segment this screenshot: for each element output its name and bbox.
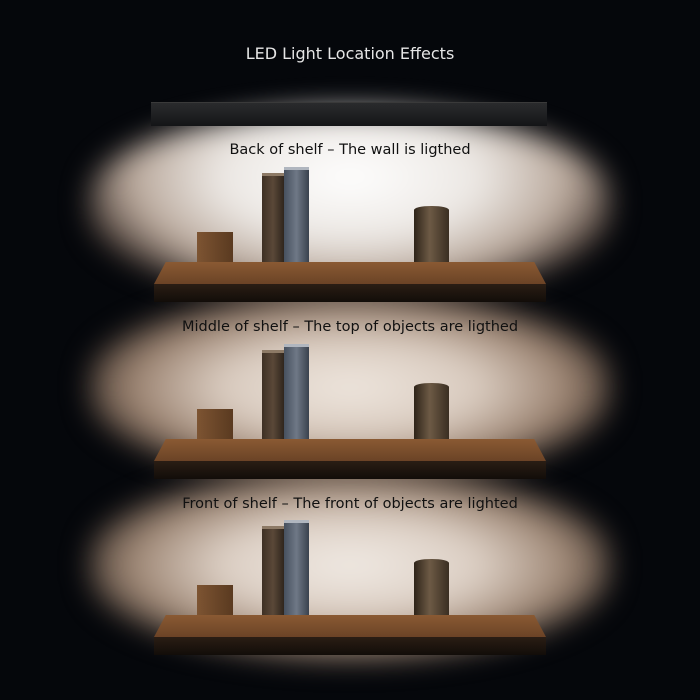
shelf-front — [154, 615, 546, 655]
book-brown — [262, 526, 284, 628]
book-brown — [262, 173, 284, 275]
shelf-middle — [154, 439, 546, 479]
caption-middle: Middle of shelf – The top of objects are… — [181, 319, 519, 335]
book-brown — [262, 350, 284, 452]
book-blue — [284, 167, 309, 275]
shelf-back — [154, 262, 546, 302]
book-blue — [284, 520, 309, 628]
book-blue — [284, 344, 309, 452]
top-shelf-board — [151, 102, 547, 126]
caption-front: Front of shelf – The front of objects ar… — [182, 496, 518, 512]
page-title: LED Light Location Effects — [245, 44, 455, 63]
caption-back: Back of shelf – The wall is ligthed — [229, 142, 471, 158]
